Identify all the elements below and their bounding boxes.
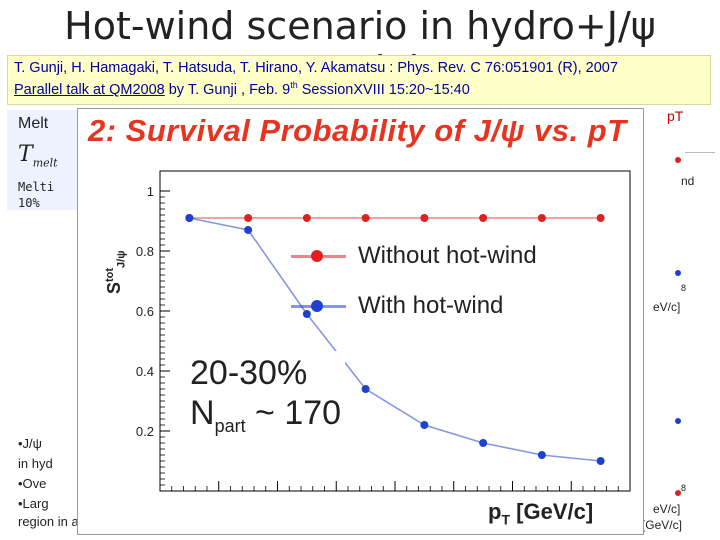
bg-melt-text: Melt (18, 115, 49, 132)
data-point-0-2 (302, 214, 311, 222)
data-point-0-7 (596, 214, 605, 222)
bg-bullet-2: •Ove (18, 476, 47, 491)
data-point-1-3 (361, 385, 370, 393)
npart-n: N (190, 394, 215, 432)
data-point-0-5 (479, 214, 488, 222)
reference-superscript: th (290, 80, 298, 90)
data-point-1-1 (244, 226, 253, 234)
bg-plot-line (685, 152, 715, 153)
legend-marker-without (311, 250, 323, 262)
legend-item-with: With hot-wind (283, 287, 553, 327)
bg-blue-marker (675, 270, 681, 276)
y-axis-label-sup: tot (104, 267, 116, 282)
reference-line-1: T. Gunji, H. Hamagaki, T. Hatsuda, T. Hi… (14, 60, 618, 76)
bg-pt-rest: [GeV/c] (638, 518, 682, 532)
bg-gevc-2: eV/c] (653, 502, 681, 516)
survival-probability-figure: 2: Survival Probability of J/ψ vs. pT 0.… (77, 108, 644, 535)
data-point-0-4 (420, 214, 429, 222)
bg-pt-label: pT (667, 108, 684, 124)
centrality-annotation: 20-30% Npart ~ 170 (186, 351, 346, 448)
reference-box: T. Gunji, H. Hamagaki, T. Hatsuda, T. Hi… (7, 55, 711, 105)
npart-approx: ~ 170 (245, 394, 342, 432)
y-tick-label: 0.6 (136, 304, 154, 319)
reference-line-2: Parallel talk at QM2008 by T. Gunji , Fe… (14, 80, 470, 98)
x-axis-label-p: p (488, 499, 502, 524)
y-tick-label: 1 (147, 184, 154, 199)
legend-label-with: With hot-wind (358, 292, 504, 319)
data-point-0-1 (244, 214, 253, 222)
bg-red-marker (675, 157, 681, 163)
background-right-plots: pT nd 8 eV/c] 8 eV/c] pT [GeV/c] (627, 100, 720, 540)
y-axis-label-sub: J/ψ (115, 250, 128, 268)
y-axis-label-s: S (104, 281, 124, 294)
legend-marker-with (311, 300, 323, 312)
y-tick-label: 0.2 (136, 424, 154, 439)
bg-eight: 8 (681, 283, 687, 293)
y-tick-label: 0.8 (136, 244, 154, 259)
reference-session: SessionXVIII 15:20~15:40 (297, 81, 470, 98)
x-axis-label: pT [GeV/c] (488, 499, 593, 527)
data-point-0-3 (361, 214, 370, 222)
bg-bullet-1b: in hyd (18, 456, 53, 471)
npart-sub: part (214, 415, 246, 436)
centrality-range: 20-30% (190, 354, 308, 392)
bg-tmelt-symbol: Tmelt (18, 142, 58, 169)
legend: Without hot-wind With hot-wind (283, 229, 553, 339)
bg-tmelt-sub: melt (32, 156, 58, 170)
bg-red-marker-2 (675, 490, 681, 496)
y-axis-label: StotJ/ψ (104, 250, 128, 294)
data-point-1-0 (185, 214, 194, 222)
bg-blue-marker-2 (675, 418, 681, 424)
bg-gevc: eV/c] (653, 300, 681, 314)
y-tick-label: 0.4 (136, 364, 154, 379)
qm2008-talk-link[interactable]: Parallel talk at QM2008 (14, 81, 165, 98)
data-point-1-2 (302, 310, 311, 318)
survival-plot: 0.2 0.4 0.6 0.8 1 (136, 170, 631, 492)
figure-title: 2: Survival Probability of J/ψ vs. pT (88, 113, 627, 148)
data-point-1-6 (537, 451, 546, 459)
reference-line-2-text: by T. Gunji , Feb. 9 (164, 81, 291, 98)
bg-ten-percent: 10% (18, 196, 40, 210)
bg-tmelt-t: T (18, 142, 33, 167)
x-axis-label-rest: [GeV/c] (510, 499, 594, 524)
bg-eight-2: 8 (681, 483, 687, 493)
bg-melti-text: Melti (18, 180, 55, 194)
series-line-1 (189, 217, 601, 462)
data-point-1-7 (596, 457, 605, 465)
data-point-1-5 (479, 439, 488, 447)
x-axis-label-sub: T (501, 511, 511, 528)
data-point-1-4 (420, 421, 429, 429)
npart-value: Npart ~ 170 (190, 393, 341, 446)
bg-bullet-1: •J/ψ (18, 436, 42, 451)
data-point-0-6 (537, 214, 546, 222)
legend-label-without: Without hot-wind (358, 242, 537, 269)
bg-nd-text: nd (681, 174, 695, 188)
legend-item-without: Without hot-wind (283, 237, 553, 277)
bg-bullet-3: •Larg (18, 496, 49, 511)
